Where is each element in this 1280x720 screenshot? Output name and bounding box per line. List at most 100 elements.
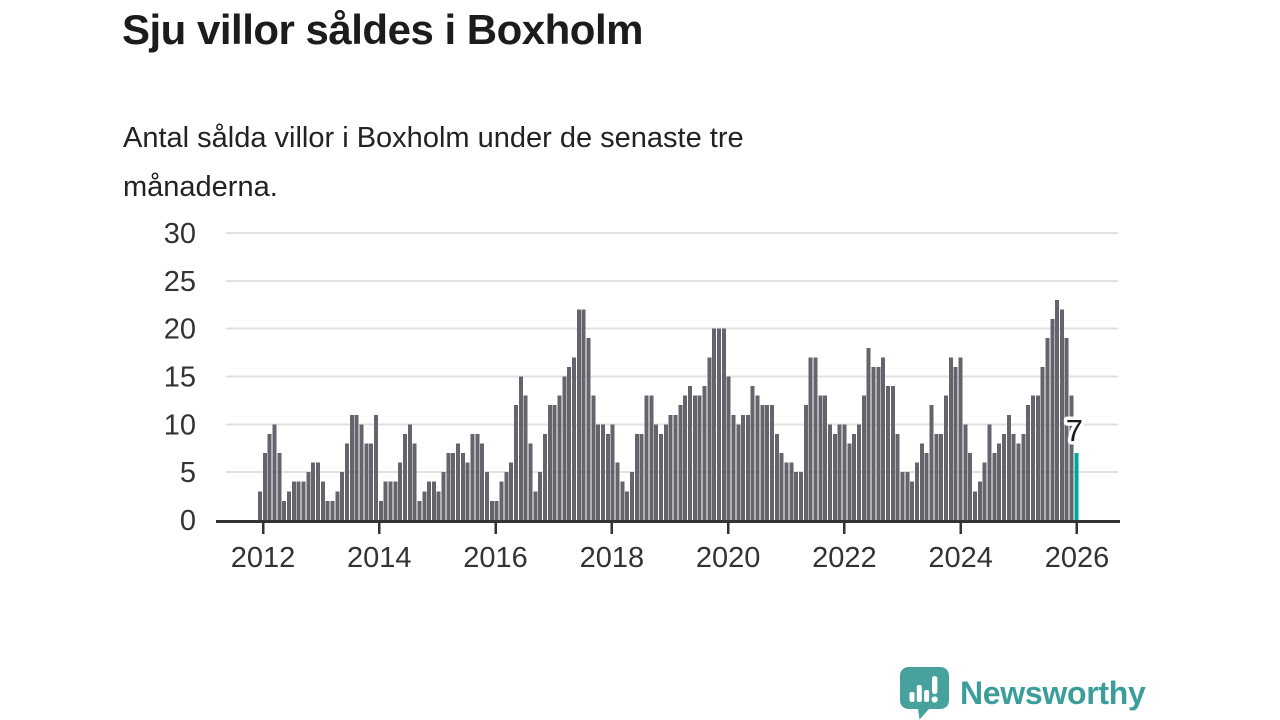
bar [518,376,523,520]
bar [625,491,630,520]
bar [866,347,871,520]
bar [528,443,533,520]
bar [465,462,470,520]
brand-link[interactable]: Newsworthy [898,666,1146,720]
bar [968,453,973,520]
bar [1030,395,1035,520]
bar [567,366,572,520]
bar [924,453,929,520]
bar-series [258,299,1079,520]
bar [1055,299,1060,520]
x-tick-label: 2018 [580,542,645,574]
bar [354,414,359,520]
bar [1045,338,1050,520]
bar [1001,433,1006,520]
bar [412,443,417,520]
bar [692,395,697,520]
bar [741,414,746,520]
y-tick-label: 10 [164,409,196,441]
bar [678,405,683,520]
bar [349,414,354,520]
bar [857,424,862,520]
bar [586,338,591,520]
bar [919,443,924,520]
bar [427,481,432,520]
bar [977,481,982,520]
bar [267,433,272,520]
y-axis-labels: 0 5 10 15 20 25 30 [164,218,196,537]
bar [823,395,828,520]
bar [658,433,663,520]
bar [736,424,741,520]
bar [615,462,620,520]
bar [847,443,852,520]
bar [393,481,398,520]
bar [914,462,919,520]
bar [301,481,306,520]
bar [982,462,987,520]
bar [673,414,678,520]
bar [654,424,659,520]
bar [712,328,717,520]
bar [605,433,610,520]
bar [533,491,538,520]
bar [765,405,770,520]
bar [832,433,837,520]
y-tick-label: 5 [180,457,196,489]
bar [808,357,813,520]
bar [1050,319,1055,520]
bar [383,481,388,520]
bar [315,462,320,520]
bar [837,424,842,520]
bar [750,386,755,520]
bar [282,500,287,520]
x-tick-label: 2016 [463,542,528,574]
bar [325,500,330,520]
bar [1016,443,1021,520]
bar [992,453,997,520]
bar [934,433,939,520]
bar [311,462,316,520]
bar [480,443,485,520]
bar [359,424,364,520]
bar [1069,395,1074,520]
bar [523,395,528,520]
bar [441,472,446,520]
brand-wordmark: Newsworthy [960,675,1146,711]
bar [509,462,514,520]
highlighted-bar [1074,453,1079,520]
bar [963,424,968,520]
bar [774,433,779,520]
bar [373,414,378,520]
bar [842,424,847,520]
bar [731,414,736,520]
bar [1021,433,1026,520]
bar [344,443,349,520]
bar [422,491,427,520]
bar [1011,433,1016,520]
bar [547,405,552,520]
bar [813,357,818,520]
bar [721,328,726,520]
bar [576,309,581,520]
bar [258,491,262,520]
x-tick-label: 2024 [928,542,993,574]
bar [552,405,557,520]
bar [900,472,905,520]
bar [789,462,794,520]
bar [398,462,403,520]
bar [886,386,890,520]
bar [755,395,760,520]
bar [286,491,291,520]
bar [905,472,910,520]
bar [369,443,374,520]
bar [745,414,750,520]
bar [890,386,895,520]
bar [407,424,412,520]
bar [514,405,519,520]
bar [972,491,977,520]
bar [596,424,601,520]
bar [543,433,548,520]
bar [881,357,886,520]
y-tick-label: 30 [164,218,196,250]
